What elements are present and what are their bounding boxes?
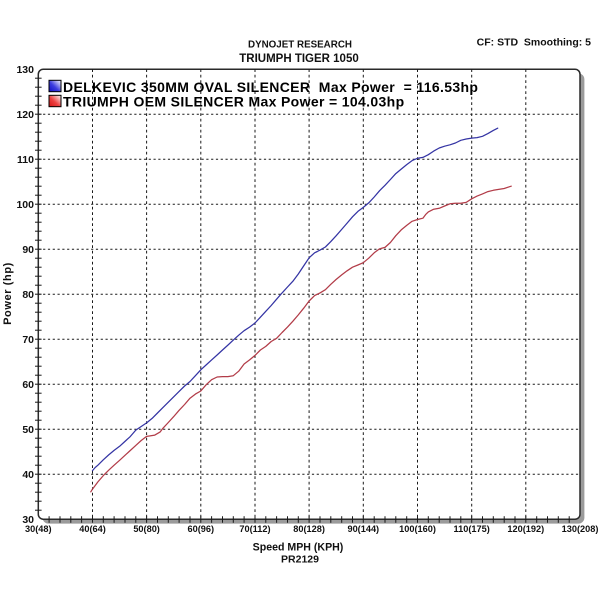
- svg-text:30(48): 30(48): [25, 524, 52, 534]
- svg-text:50: 50: [22, 424, 34, 436]
- svg-text:80: 80: [22, 289, 34, 301]
- svg-text:120(192): 120(192): [507, 524, 544, 534]
- svg-text:110(175): 110(175): [454, 524, 490, 534]
- svg-text:90: 90: [22, 244, 34, 256]
- svg-text:DYNOJET RESEARCH: DYNOJET RESEARCH: [248, 40, 352, 51]
- svg-text:110: 110: [17, 154, 34, 166]
- svg-text:80(128): 80(128): [293, 524, 325, 534]
- svg-text:60(96): 60(96): [188, 524, 215, 534]
- svg-text:DELKEVIC 350MM OVAL SILENCER: DELKEVIC 350MM OVAL SILENCER Max Power =…: [63, 79, 478, 95]
- svg-text:100: 100: [16, 199, 34, 211]
- svg-text:CF: STD Smoothing: 5: CF: STD Smoothing: 5: [477, 37, 591, 49]
- svg-text:40: 40: [22, 469, 34, 481]
- svg-text:100(160): 100(160): [399, 524, 436, 534]
- svg-text:TRIUMPH TIGER 1050: TRIUMPH TIGER 1050: [239, 53, 359, 65]
- svg-text:50(80): 50(80): [133, 524, 160, 534]
- svg-text:70: 70: [22, 334, 34, 346]
- svg-text:130: 130: [16, 64, 34, 76]
- svg-text:Speed MPH (KPH): Speed MPH (KPH): [253, 542, 344, 554]
- svg-text:130(208): 130(208): [562, 524, 599, 534]
- svg-text:60: 60: [22, 379, 34, 391]
- svg-text:30: 30: [22, 514, 34, 526]
- svg-text:90(144): 90(144): [347, 524, 379, 534]
- svg-text:120: 120: [16, 109, 34, 121]
- svg-text:70(112): 70(112): [239, 524, 270, 534]
- svg-text:TRIUMPH OEM SILENCER Max Power: TRIUMPH OEM SILENCER Max Power = 104.03h…: [63, 94, 404, 110]
- svg-text:40(64): 40(64): [79, 524, 106, 534]
- svg-text:Power (hp): Power (hp): [2, 262, 14, 325]
- svg-text:PR2129: PR2129: [281, 554, 319, 566]
